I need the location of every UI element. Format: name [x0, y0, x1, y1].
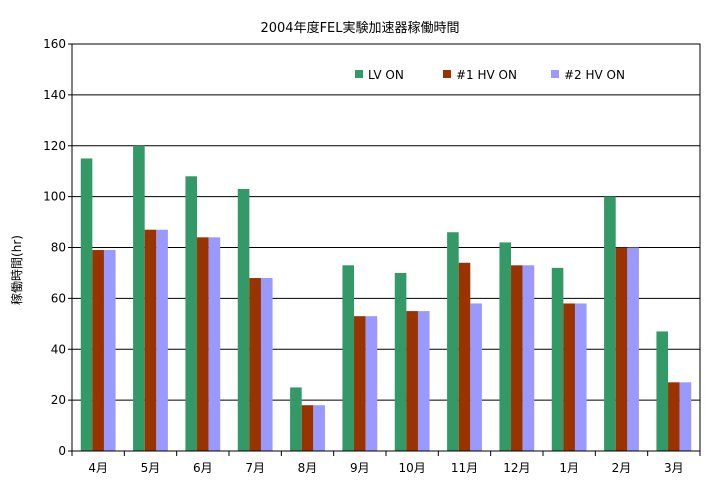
bar: [679, 382, 692, 451]
bar: [499, 242, 512, 451]
bar: [301, 405, 314, 451]
legend: LV ON #1 HV ON #2 HV ON: [355, 68, 625, 82]
bar: [563, 303, 575, 451]
x-tick-label: 8月: [298, 461, 318, 475]
bar: [342, 265, 355, 451]
y-tick-label: 60: [51, 291, 66, 305]
y-axis-label: 稼働時間(hr): [9, 235, 24, 305]
bar-series-group: [80, 145, 692, 451]
bar: [156, 229, 168, 451]
x-tick-label: 5月: [141, 461, 161, 475]
x-tick-label: 10月: [399, 461, 426, 475]
y-tick-label: 100: [43, 190, 66, 204]
bar: [406, 311, 418, 451]
legend-label: #1 HV ON: [456, 68, 517, 82]
bar: [249, 278, 261, 451]
x-tick-label: 4月: [88, 461, 108, 475]
bar: [551, 267, 564, 451]
bar: [237, 188, 250, 451]
bar: [417, 311, 430, 451]
x-tick-label: 6月: [193, 461, 213, 475]
bar: [615, 247, 628, 451]
bar: [354, 316, 366, 451]
legend-swatch: [551, 70, 559, 78]
bar: [260, 278, 273, 451]
y-tick-label: 20: [51, 393, 66, 407]
y-tick-labels: 0 20 40 60 80 100 120 140 160: [43, 37, 66, 458]
y-tick-label: 160: [43, 37, 66, 51]
y-tick-label: 0: [58, 444, 66, 458]
bar: [185, 176, 198, 451]
gridlines: [68, 43, 700, 452]
legend-swatch: [443, 70, 451, 78]
legend-label: #2 HV ON: [564, 68, 625, 82]
bar: [627, 247, 639, 451]
bar: [668, 382, 680, 451]
x-tick-labels: 4月 5月 6月 7月 8月 9月 10月 11月 12月 1月 2月 3月: [71, 451, 701, 475]
x-tick-label: 9月: [350, 461, 370, 475]
bar: [80, 158, 93, 451]
legend-swatch: [355, 70, 363, 78]
bar: [133, 145, 145, 451]
bar: [313, 405, 325, 451]
bar: [656, 331, 669, 451]
bar: [197, 237, 209, 451]
legend-label: LV ON: [368, 68, 404, 82]
y-tick-label: 140: [43, 88, 66, 102]
chart-title: 2004年度FEL実験加速器稼働時間: [260, 20, 459, 36]
x-tick-label: 3月: [664, 461, 684, 475]
bar: [208, 237, 221, 451]
bar: [458, 262, 471, 451]
bar: [470, 303, 482, 451]
bar: [447, 232, 459, 451]
y-tick-label: 40: [51, 342, 66, 356]
bar: [290, 387, 302, 451]
x-tick-label: 11月: [451, 461, 478, 475]
bar: [365, 316, 378, 451]
x-tick-label: 1月: [559, 461, 579, 475]
x-tick-label: 2月: [612, 461, 632, 475]
bar: [511, 265, 523, 451]
bar: [144, 229, 157, 451]
bar: [103, 250, 116, 451]
y-tick-label: 80: [51, 241, 66, 255]
bar: [394, 272, 407, 451]
bar: [522, 265, 535, 451]
y-tick-label: 120: [43, 139, 66, 153]
bar: [92, 250, 104, 451]
x-tick-label: 7月: [245, 461, 265, 475]
bar: [604, 196, 616, 451]
bar: [574, 303, 587, 451]
x-tick-label: 12月: [503, 461, 530, 475]
